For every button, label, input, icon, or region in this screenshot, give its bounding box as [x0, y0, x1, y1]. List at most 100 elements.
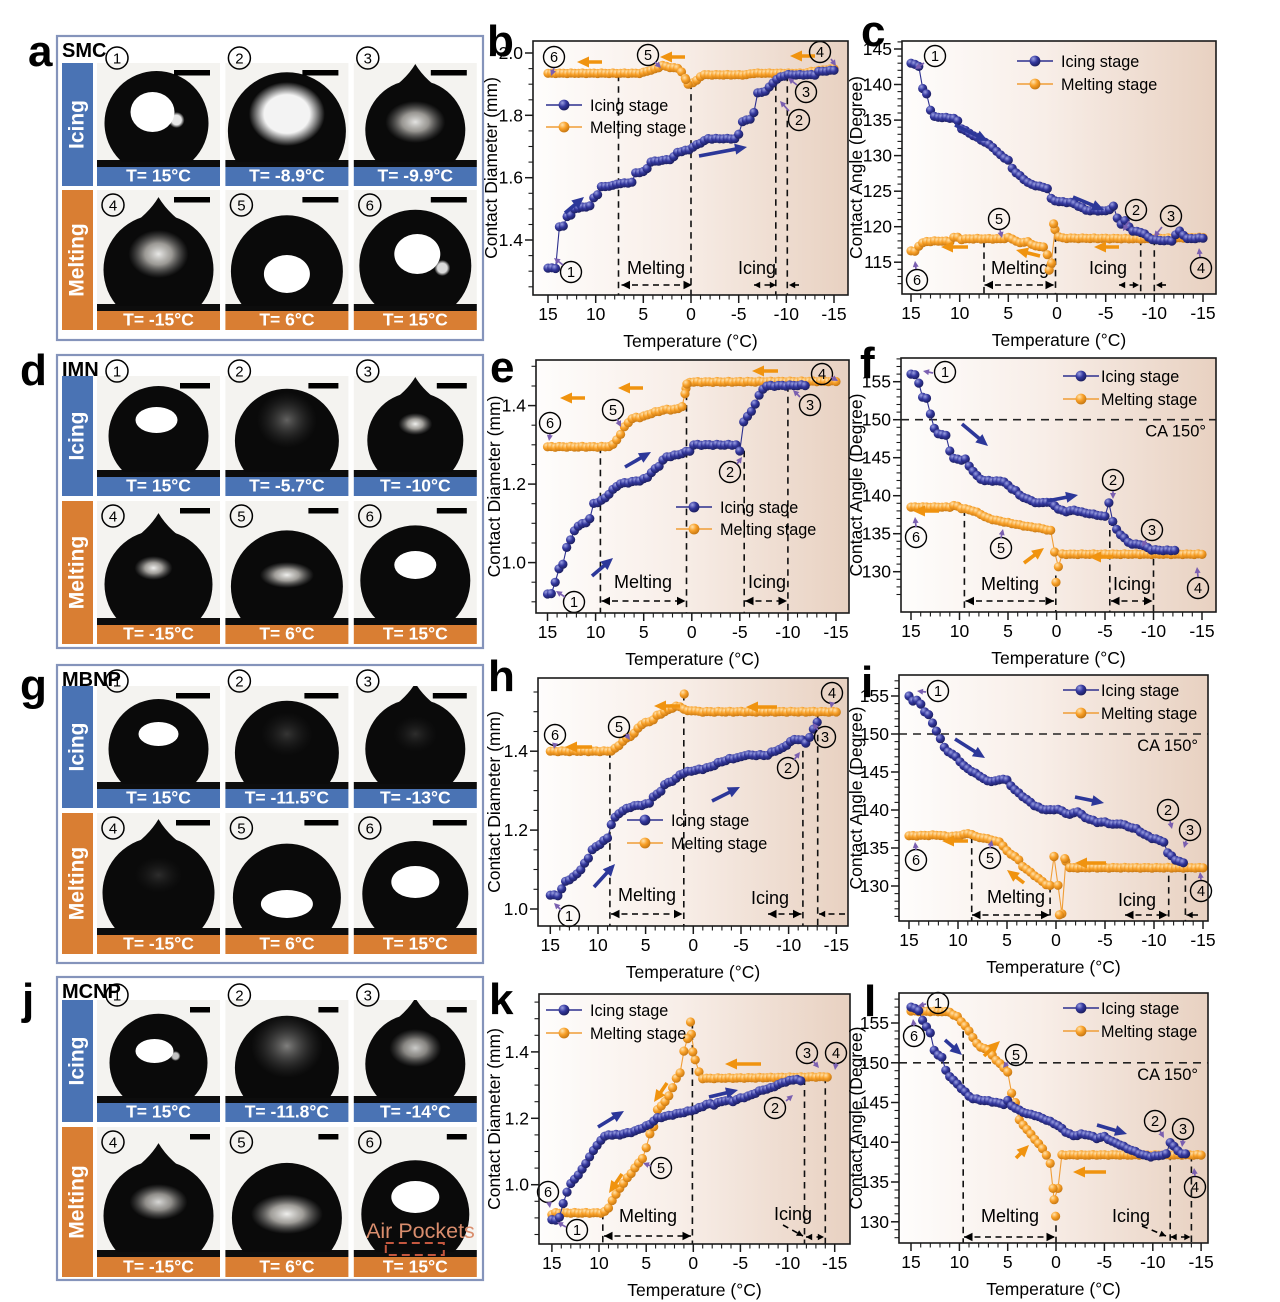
svg-text:Temperature (°C): Temperature (°C) [986, 957, 1120, 977]
svg-text:i: i [861, 658, 873, 707]
svg-text:1.0: 1.0 [504, 899, 529, 919]
svg-text:T= 15°C: T= 15°C [383, 624, 448, 644]
svg-text:Contact Diameter (mm): Contact Diameter (mm) [484, 396, 504, 578]
svg-text:T= 6°C: T= 6°C [259, 624, 315, 644]
svg-text:145: 145 [863, 39, 892, 59]
svg-text:c: c [861, 7, 885, 56]
svg-text:Melting stage: Melting stage [671, 835, 767, 853]
svg-text:Melting: Melting [627, 258, 685, 278]
svg-text:CA 150°: CA 150° [1137, 737, 1198, 755]
svg-text:120: 120 [863, 217, 892, 237]
svg-text:-10: -10 [776, 935, 802, 955]
svg-text:Melting: Melting [991, 258, 1049, 278]
svg-text:135: 135 [863, 110, 892, 130]
svg-text:115: 115 [864, 252, 892, 272]
svg-text:Icing stage: Icing stage [590, 1002, 668, 1020]
svg-text:Icing stage: Icing stage [671, 812, 749, 830]
svg-text:1: 1 [113, 50, 121, 67]
svg-text:Melting: Melting [66, 847, 89, 921]
svg-text:145: 145 [860, 762, 889, 782]
svg-text:150: 150 [860, 724, 889, 744]
svg-text:4: 4 [828, 686, 836, 702]
svg-text:155: 155 [860, 1013, 889, 1033]
svg-text:5: 5 [237, 1134, 245, 1151]
svg-text:-15: -15 [1189, 621, 1214, 641]
svg-text:3: 3 [1148, 523, 1156, 539]
svg-text:1.4: 1.4 [502, 396, 527, 416]
svg-text:5: 5 [638, 304, 648, 324]
svg-text:Icing stage: Icing stage [1061, 53, 1139, 71]
svg-text:-15: -15 [824, 935, 849, 955]
svg-text:k: k [489, 975, 514, 1024]
svg-text:10: 10 [950, 621, 970, 641]
svg-text:j: j [21, 975, 34, 1024]
svg-text:Melting stage: Melting stage [1061, 76, 1157, 94]
svg-text:1: 1 [934, 684, 942, 700]
svg-text:130: 130 [863, 146, 892, 166]
svg-text:3: 3 [1186, 823, 1194, 839]
svg-text:-5: -5 [1098, 303, 1114, 323]
svg-text:0: 0 [686, 304, 696, 324]
svg-text:T= -11.5°C: T= -11.5°C [245, 788, 330, 808]
svg-text:0: 0 [1052, 303, 1062, 323]
svg-text:T= 6°C: T= 6°C [259, 1257, 315, 1277]
svg-text:1.0: 1.0 [505, 1175, 530, 1195]
svg-text:Melting stage: Melting stage [590, 1025, 686, 1043]
svg-text:130: 130 [862, 562, 891, 582]
svg-text:15: 15 [541, 935, 560, 955]
svg-text:5: 5 [1003, 1252, 1013, 1272]
svg-text:5: 5 [995, 212, 1003, 228]
svg-text:-10: -10 [1141, 621, 1167, 641]
svg-text:Melting: Melting [981, 1206, 1039, 1226]
svg-text:-5: -5 [733, 935, 749, 955]
svg-text:145: 145 [862, 448, 891, 468]
svg-text:0: 0 [1052, 621, 1062, 641]
svg-text:2.0: 2.0 [499, 43, 524, 63]
svg-text:5: 5 [639, 622, 649, 642]
svg-text:4: 4 [818, 367, 826, 383]
svg-text:5: 5 [1003, 303, 1013, 323]
svg-text:6: 6 [550, 50, 558, 66]
svg-text:15: 15 [542, 1253, 561, 1273]
svg-text:T= -15°C: T= -15°C [123, 1257, 194, 1277]
svg-text:5: 5 [641, 935, 651, 955]
svg-text:Contact Diameter (mm): Contact Diameter (mm) [484, 1028, 504, 1210]
svg-text:2: 2 [1109, 473, 1117, 489]
svg-text:15: 15 [901, 1252, 920, 1272]
svg-text:135: 135 [860, 1172, 889, 1192]
svg-text:Contact Angle (Degree): Contact Angle (Degree) [846, 707, 866, 890]
svg-text:2: 2 [1132, 203, 1140, 219]
svg-text:-15: -15 [1190, 930, 1215, 950]
svg-text:1: 1 [573, 1223, 581, 1239]
svg-text:2: 2 [235, 50, 243, 67]
svg-text:135: 135 [862, 524, 891, 544]
svg-text:0: 0 [688, 935, 698, 955]
svg-text:Melting stage: Melting stage [590, 119, 686, 137]
svg-text:3: 3 [364, 363, 372, 380]
svg-text:0: 0 [1051, 930, 1061, 950]
svg-text:-10: -10 [774, 304, 800, 324]
svg-text:3: 3 [821, 730, 829, 746]
svg-text:5: 5 [1003, 621, 1013, 641]
svg-text:0: 0 [688, 1253, 698, 1273]
svg-text:1: 1 [113, 987, 121, 1004]
svg-text:3: 3 [803, 1046, 811, 1062]
svg-text:6: 6 [366, 197, 374, 214]
svg-text:5: 5 [1012, 1048, 1020, 1064]
svg-text:-10: -10 [775, 1253, 801, 1273]
svg-text:1.4: 1.4 [504, 741, 529, 761]
svg-text:6: 6 [544, 1185, 552, 1201]
svg-text:3: 3 [802, 85, 810, 101]
svg-text:2: 2 [235, 363, 243, 380]
svg-text:1.0: 1.0 [502, 553, 527, 573]
svg-text:T= 15°C: T= 15°C [383, 934, 448, 954]
svg-text:l: l [864, 977, 876, 1026]
svg-text:b: b [487, 17, 514, 66]
svg-text:1.2: 1.2 [505, 1108, 529, 1128]
svg-text:T= 15°C: T= 15°C [383, 310, 448, 330]
svg-text:145: 145 [860, 1093, 889, 1113]
svg-text:0: 0 [1051, 1252, 1061, 1272]
svg-text:Melting: Melting [66, 223, 89, 297]
svg-text:Contact Diameter (mm): Contact Diameter (mm) [484, 711, 504, 893]
svg-text:-5: -5 [1097, 1252, 1113, 1272]
